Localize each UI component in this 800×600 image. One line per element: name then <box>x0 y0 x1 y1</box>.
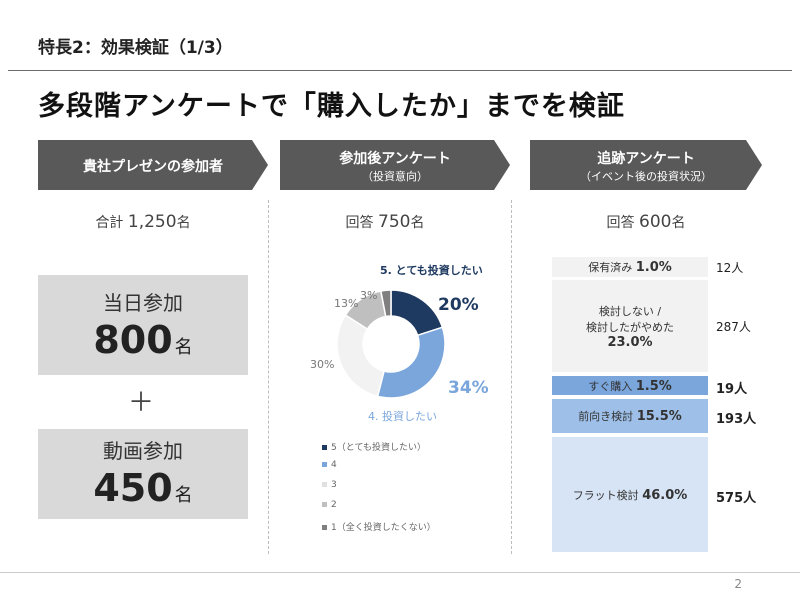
legend-label: 1（全く投資したくない） <box>331 523 436 533</box>
segment-count: 287人 <box>716 320 751 334</box>
onsite-label: 当日参加 <box>103 291 183 315</box>
column-header-title: 貴社プレゼンの参加者 <box>83 159 223 175</box>
second-slice-callout: 4. 投資したい <box>368 410 437 423</box>
chevron-shape <box>530 140 762 190</box>
legend-swatch <box>322 502 327 507</box>
slice-label-3: 30% <box>310 358 335 371</box>
donut-slice <box>380 289 392 318</box>
segment-label: すぐ購入 1.5% <box>588 378 672 394</box>
onsite-unit: 名 <box>174 337 193 358</box>
onsite-participants-box: 当日参加 800 名 <box>38 275 248 375</box>
segment-count: 19人 <box>716 381 748 397</box>
legend-label: 2 <box>331 500 337 510</box>
segment-count: 575人 <box>716 490 757 506</box>
legend-item: 2 <box>322 500 337 510</box>
column-header-participants: 貴社プレゼンの参加者 <box>38 140 268 190</box>
segment-label: 保有済み 1.0% <box>588 260 672 275</box>
total-label: 合計 <box>95 215 124 231</box>
slide-title: 多段階アンケートで「購入したか」までを検証 <box>38 91 625 122</box>
legend-swatch <box>322 445 327 450</box>
segment-label: フラット検討 46.0% <box>572 487 688 503</box>
donut-slice <box>376 326 446 399</box>
legend-label: 5（とても投資したい） <box>331 443 427 453</box>
segment-percent: 1.5% <box>635 378 672 394</box>
column-header-title: 追跡アンケート <box>597 151 695 167</box>
column-divider <box>511 200 512 554</box>
legend-item: 3 <box>322 480 337 490</box>
column-header-title: 参加後アンケート <box>339 151 451 167</box>
legend-swatch <box>322 525 327 530</box>
column-divider <box>268 200 269 554</box>
segment-percent: 1.0% <box>635 260 672 275</box>
top-slice-callout: 5. とても投資したい <box>380 264 483 277</box>
segment-label: 前向き検討 15.5% <box>578 409 682 424</box>
segment-count: 12人 <box>716 261 744 275</box>
segment-percent: 15.5% <box>636 409 682 424</box>
section-header: 特長2：効果検証（1/3） <box>38 38 233 58</box>
tracking-bar-segment: 前向き検討 15.5% <box>552 399 708 433</box>
participants-total: 合計 1,250名 <box>38 212 248 232</box>
slice-label-5: 20% <box>438 295 479 315</box>
legend-swatch <box>322 482 327 487</box>
tracking-bar-segment: 検討しない / 検討したがやめた 23.0% <box>552 280 708 372</box>
plus-sign: ＋ <box>128 388 155 418</box>
tracking-bar-segment: すぐ購入 1.5% <box>552 376 708 395</box>
column-header-tracking-survey: 追跡アンケート （イベント後の投資状況） <box>530 140 762 190</box>
footer-divider <box>0 572 800 573</box>
tracking-bar-segment: 保有済み 1.0% <box>552 257 708 277</box>
video-participants-box: 動画参加 450 名 <box>38 429 248 519</box>
legend-label: 4 <box>331 460 337 470</box>
video-value: 450 <box>93 466 173 510</box>
donut-slice <box>390 289 444 337</box>
segment-label: 検討したがやめた <box>586 320 674 334</box>
slice-label-1: 3% <box>360 289 378 302</box>
segment-count: 193人 <box>716 412 757 427</box>
segment-label: 検討しない / <box>598 304 662 318</box>
investment-intent-donut <box>336 289 446 399</box>
segment-percent: 46.0% <box>642 487 688 503</box>
column-header-post-survey: 参加後アンケート （投資意向） <box>280 140 510 190</box>
responses-value: 750 <box>378 212 411 232</box>
responses-unit: 名 <box>410 215 425 231</box>
column-header-subtitle: （イベント後の投資状況） <box>580 170 712 183</box>
total-value: 1,250 <box>127 212 177 232</box>
page-number: 2 <box>734 577 742 591</box>
slice-label-2: 13% <box>334 297 359 310</box>
donut-slice <box>336 314 385 398</box>
chevron-shape <box>280 140 510 190</box>
post-survey-responses: 回答 750名 <box>280 212 490 232</box>
onsite-value: 800 <box>93 318 173 362</box>
legend-swatch <box>322 462 327 467</box>
video-label: 動画参加 <box>103 439 183 463</box>
responses-label: 回答 <box>606 215 635 231</box>
legend-item: 4 <box>322 460 337 470</box>
responses-unit: 名 <box>671 215 686 231</box>
legend-label: 3 <box>331 480 337 490</box>
column-header-subtitle: （投資意向） <box>362 170 428 183</box>
legend-item: 5（とても投資したい） <box>322 440 426 453</box>
responses-label: 回答 <box>345 215 374 231</box>
video-unit: 名 <box>174 485 193 506</box>
responses-value: 600 <box>639 212 672 232</box>
tracking-survey-responses: 回答 600名 <box>530 212 762 232</box>
segment-percent: 23.0% <box>607 334 653 350</box>
chevron-shape <box>38 140 268 190</box>
header-divider <box>8 70 792 71</box>
slice-label-4: 34% <box>448 378 489 398</box>
tracking-bar-segment: フラット検討 46.0% <box>552 437 708 552</box>
legend-item: 1（全く投資したくない） <box>322 520 436 533</box>
total-unit: 名 <box>176 215 191 231</box>
